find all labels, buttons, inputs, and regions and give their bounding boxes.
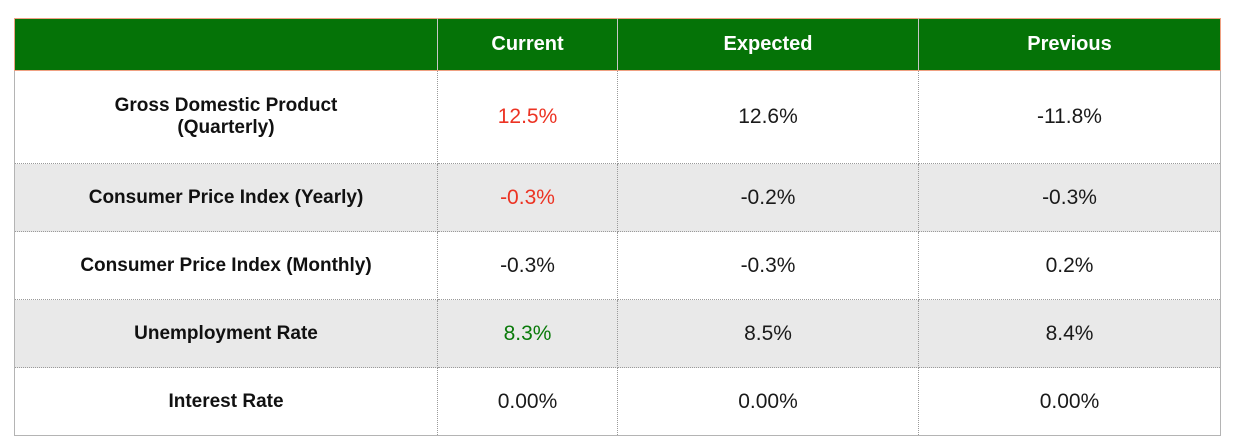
indicator-label: Interest Rate: [14, 367, 438, 436]
header-cell-blank: [14, 18, 438, 71]
header-cell-previous: Previous: [918, 18, 1221, 71]
row-unemployment-rate: Unemployment Rate 8.3% 8.5% 8.4%: [14, 299, 1221, 368]
row-cpi-yearly: Consumer Price Index (Yearly) -0.3% -0.2…: [14, 163, 1221, 232]
indicator-label: Consumer Price Index (Monthly): [14, 231, 438, 300]
expected-value: 0.00%: [617, 367, 919, 436]
indicator-label: Unemployment Rate: [14, 299, 438, 368]
current-value: 12.5%: [437, 70, 618, 164]
current-value: 0.00%: [437, 367, 618, 436]
expected-value: 12.6%: [617, 70, 919, 164]
economic-indicators-widget: Current Expected Previous Gross Domestic…: [14, 18, 1221, 436]
header-cell-expected: Expected: [617, 18, 919, 71]
header-cell-current: Current: [437, 18, 618, 71]
row-interest-rate: Interest Rate 0.00% 0.00% 0.00%: [14, 367, 1221, 436]
current-value: -0.3%: [437, 163, 618, 232]
previous-value: -11.8%: [918, 70, 1221, 164]
expected-value: 8.5%: [617, 299, 919, 368]
current-value: 8.3%: [437, 299, 618, 368]
economic-indicators-table: Current Expected Previous Gross Domestic…: [14, 18, 1221, 436]
header-row: Current Expected Previous: [14, 18, 1221, 71]
indicator-label: Gross Domestic Product (Quarterly): [14, 70, 438, 164]
current-value: -0.3%: [437, 231, 618, 300]
expected-value: -0.2%: [617, 163, 919, 232]
previous-value: 8.4%: [918, 299, 1221, 368]
previous-value: 0.00%: [918, 367, 1221, 436]
expected-value: -0.3%: [617, 231, 919, 300]
previous-value: 0.2%: [918, 231, 1221, 300]
previous-value: -0.3%: [918, 163, 1221, 232]
indicator-label: Consumer Price Index (Yearly): [14, 163, 438, 232]
row-gdp-quarterly: Gross Domestic Product (Quarterly) 12.5%…: [14, 70, 1221, 164]
row-cpi-monthly: Consumer Price Index (Monthly) -0.3% -0.…: [14, 231, 1221, 300]
